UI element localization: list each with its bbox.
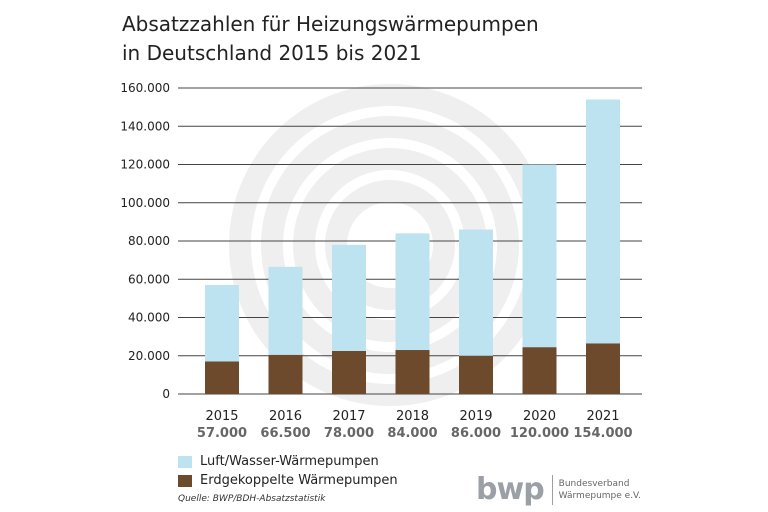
bar-air-water <box>459 229 493 356</box>
logo-org-line1: Bundesverband <box>558 479 630 489</box>
chart-title-line1: Absatzzahlen für Heizungswärmepumpen <box>122 12 539 36</box>
legend: Luft/Wasser-Wärmepumpen Erdgekoppelte Wä… <box>178 452 398 490</box>
bar-ground <box>268 354 303 394</box>
logo-wordmark: bwp <box>476 472 545 507</box>
y-tick-label: 60.000 <box>128 272 170 286</box>
total-label: 57.000 <box>197 426 247 441</box>
bar-air-water <box>395 233 430 351</box>
total-label: 66.500 <box>260 426 310 441</box>
logo-divider <box>551 475 553 505</box>
bar-ground <box>459 355 493 394</box>
y-tick-label: 0 <box>162 387 170 401</box>
total-label: 78.000 <box>324 426 374 441</box>
y-tick-label: 100.000 <box>120 196 170 210</box>
logo-org-name: Bundesverband Wärmepumpe e.V. <box>559 478 641 502</box>
y-tick-label: 120.000 <box>120 158 170 172</box>
legend-swatch-ground <box>178 474 192 487</box>
y-tick-label: 80.000 <box>128 234 170 248</box>
bar-air-water <box>332 244 366 351</box>
x-tick-label: 2018 <box>396 409 429 424</box>
total-label: 86.000 <box>451 426 501 441</box>
x-tick-label: 2020 <box>523 409 556 424</box>
total-label: 120.000 <box>510 426 569 441</box>
x-tick-label: 2015 <box>205 409 238 424</box>
bar-air-water <box>205 284 239 362</box>
x-tick-label: 2017 <box>332 409 365 424</box>
bar-air-water <box>586 99 620 344</box>
logo-org-line2: Wärmepumpe e.V. <box>558 491 641 501</box>
legend-swatch-air-water <box>178 455 192 468</box>
bwp-logo: bwp Bundesverband Wärmepumpe e.V. <box>476 472 641 508</box>
x-tick-label: 2021 <box>586 409 619 424</box>
bar-ground <box>332 350 366 394</box>
bar-air-water <box>268 266 303 355</box>
bar-ground <box>205 361 239 394</box>
x-tick-label: 2019 <box>459 409 492 424</box>
stacked-bar-chart: 0 20.000 40.000 60.000 80.000 100.000 120.000 1… <box>120 81 642 441</box>
bar-ground <box>586 343 620 394</box>
legend-label-ground: Erdgekoppelte Wärmepumpen <box>200 473 398 488</box>
y-tick-label: 40.000 <box>128 311 170 325</box>
chart-title-line2: in Deutschland 2015 bis 2021 <box>122 41 422 65</box>
bar-ground <box>522 347 557 394</box>
legend-label-air-water: Luft/Wasser-Wärmepumpen <box>200 454 379 469</box>
total-label: 84.000 <box>387 426 437 441</box>
chart-title: Absatzzahlen für Heizungswärmepumpen in … <box>122 10 539 68</box>
watermark-ring <box>261 116 519 374</box>
total-label: 154.000 <box>573 426 632 441</box>
legend-item-air-water: Luft/Wasser-Wärmepumpen <box>178 452 398 471</box>
x-tick-label: 2016 <box>269 409 302 424</box>
legend-item-ground: Erdgekoppelte Wärmepumpen <box>178 471 398 490</box>
source-note: Quelle: BWP/BDH-Absatzstatistik <box>178 494 326 504</box>
bar-ground <box>395 350 430 394</box>
bar-air-water <box>522 164 557 348</box>
y-tick-label: 20.000 <box>128 349 170 363</box>
y-tick-label: 160.000 <box>120 81 170 95</box>
y-tick-label: 140.000 <box>120 119 170 133</box>
